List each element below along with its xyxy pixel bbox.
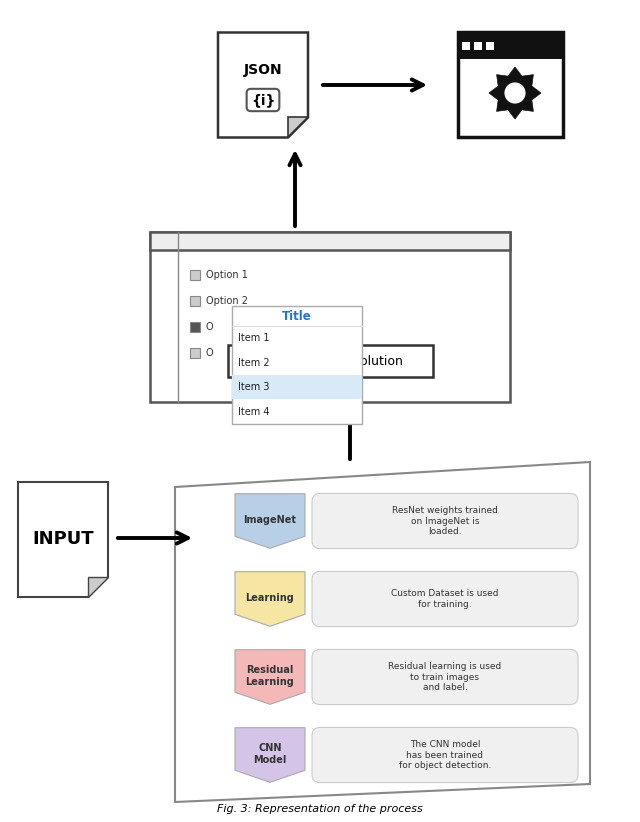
FancyBboxPatch shape — [227, 345, 433, 377]
Text: Custom Dataset is used
for training.: Custom Dataset is used for training. — [391, 589, 499, 609]
Text: {i}: {i} — [251, 93, 275, 107]
Text: Item 4: Item 4 — [238, 407, 269, 417]
Text: Item 2: Item 2 — [238, 358, 269, 367]
FancyBboxPatch shape — [150, 232, 510, 250]
Circle shape — [505, 83, 525, 103]
Text: O: O — [206, 322, 214, 332]
FancyBboxPatch shape — [312, 571, 578, 626]
Text: ResNet weights trained
on ImageNet is
loaded.: ResNet weights trained on ImageNet is lo… — [392, 506, 498, 536]
FancyBboxPatch shape — [190, 322, 200, 332]
Text: Learning: Learning — [246, 593, 294, 603]
Text: Option 1: Option 1 — [206, 270, 248, 280]
FancyBboxPatch shape — [312, 727, 578, 783]
Text: CNN
Model: CNN Model — [253, 743, 287, 764]
Polygon shape — [235, 571, 305, 626]
Text: ImageNet: ImageNet — [243, 515, 296, 524]
Polygon shape — [18, 482, 108, 597]
Polygon shape — [235, 727, 305, 783]
Text: Residual learning is used
to train images
and label.: Residual learning is used to train image… — [388, 662, 502, 692]
FancyBboxPatch shape — [458, 33, 563, 137]
Text: Option 2: Option 2 — [206, 296, 248, 306]
Polygon shape — [175, 462, 590, 802]
FancyBboxPatch shape — [232, 306, 362, 424]
Polygon shape — [489, 67, 541, 119]
Text: Item 3: Item 3 — [238, 382, 269, 392]
Text: Item 1: Item 1 — [238, 333, 269, 344]
FancyBboxPatch shape — [190, 348, 200, 358]
Text: JSON: JSON — [244, 63, 282, 77]
FancyBboxPatch shape — [190, 270, 200, 280]
FancyBboxPatch shape — [486, 42, 493, 49]
Polygon shape — [458, 33, 563, 58]
Text: Overlapping Resolution: Overlapping Resolution — [257, 354, 403, 367]
FancyBboxPatch shape — [474, 42, 481, 49]
FancyBboxPatch shape — [150, 232, 510, 402]
FancyBboxPatch shape — [312, 493, 578, 548]
Text: INPUT: INPUT — [32, 530, 94, 548]
Text: Residual
Learning: Residual Learning — [246, 665, 294, 686]
FancyBboxPatch shape — [190, 296, 200, 306]
Polygon shape — [88, 577, 108, 597]
Text: The CNN model
has been trained
for object detection.: The CNN model has been trained for objec… — [399, 740, 491, 770]
Polygon shape — [288, 118, 308, 137]
FancyBboxPatch shape — [232, 375, 362, 399]
Polygon shape — [235, 494, 305, 548]
Polygon shape — [235, 649, 305, 704]
Text: O: O — [206, 348, 214, 358]
Text: Fig. 3: Representation of the process: Fig. 3: Representation of the process — [217, 804, 423, 814]
FancyBboxPatch shape — [312, 649, 578, 704]
Text: Title: Title — [282, 310, 312, 322]
Polygon shape — [218, 33, 308, 137]
FancyBboxPatch shape — [461, 42, 470, 49]
